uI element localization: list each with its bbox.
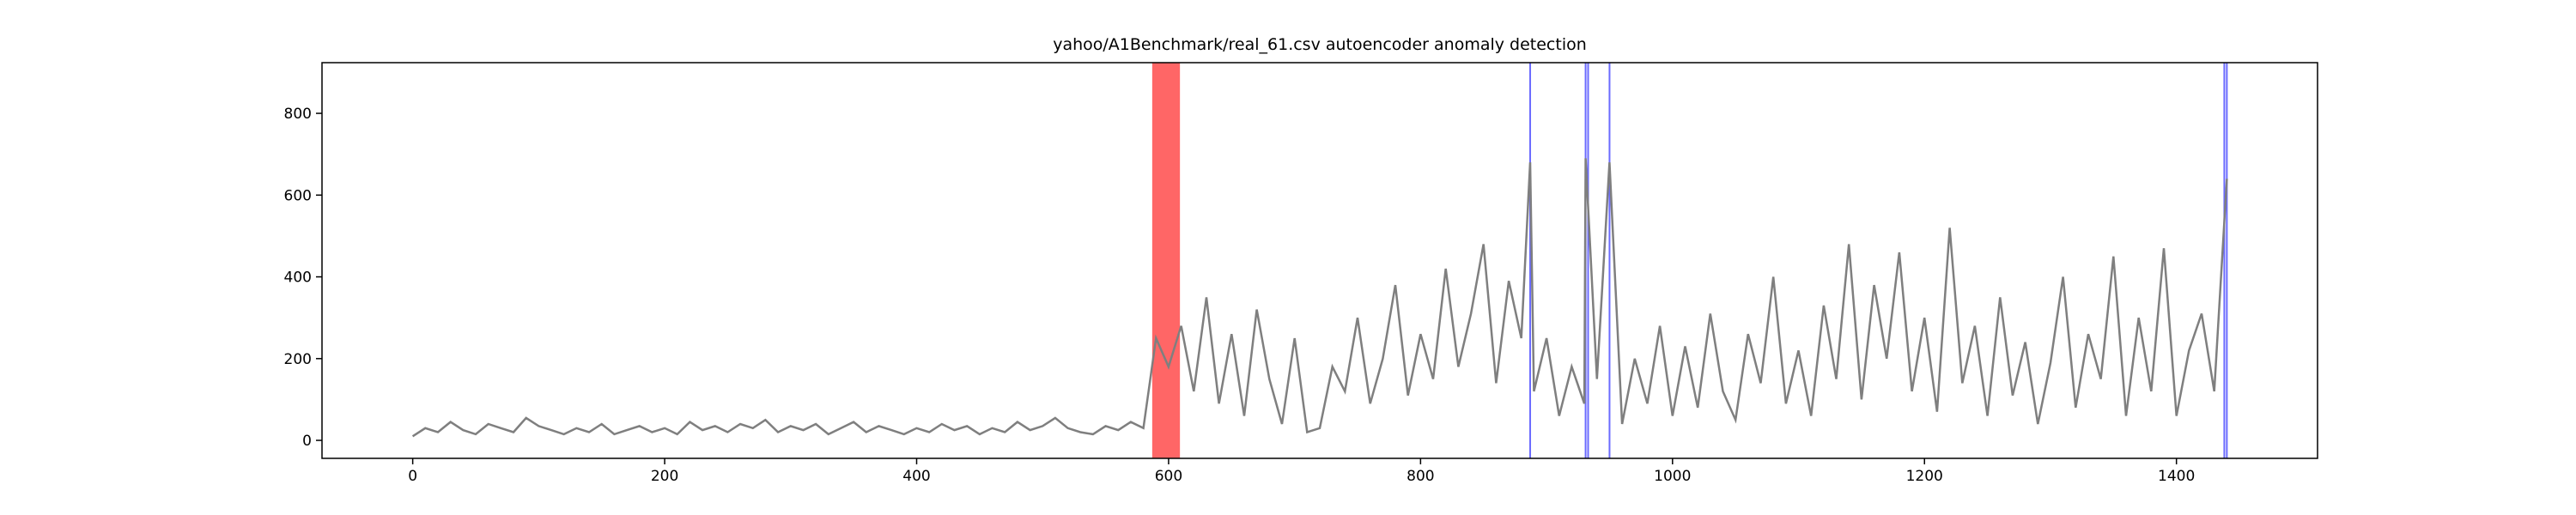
x-tick-label: 1400 — [2158, 468, 2195, 485]
anomaly-span — [1151, 63, 1181, 458]
x-tick-label: 1200 — [1906, 468, 1943, 485]
x-tick-label: 600 — [1155, 468, 1182, 485]
chart-title: yahoo/A1Benchmark/real_61.csv autoencode… — [1053, 35, 1587, 54]
x-tick-label: 400 — [902, 468, 930, 485]
x-tick-label: 1000 — [1654, 468, 1691, 485]
series-line — [411, 158, 2228, 438]
x-tick-label: 200 — [651, 468, 678, 485]
x-tick-label: 800 — [1406, 468, 1434, 485]
y-tick-label: 0 — [302, 433, 312, 450]
y-tick-label: 600 — [284, 187, 312, 204]
y-tick-label: 800 — [284, 106, 312, 123]
y-tick-label: 200 — [284, 351, 312, 368]
x-tick-label: 0 — [408, 468, 417, 485]
y-tick-label: 400 — [284, 270, 312, 287]
plot-frame — [321, 62, 2318, 459]
